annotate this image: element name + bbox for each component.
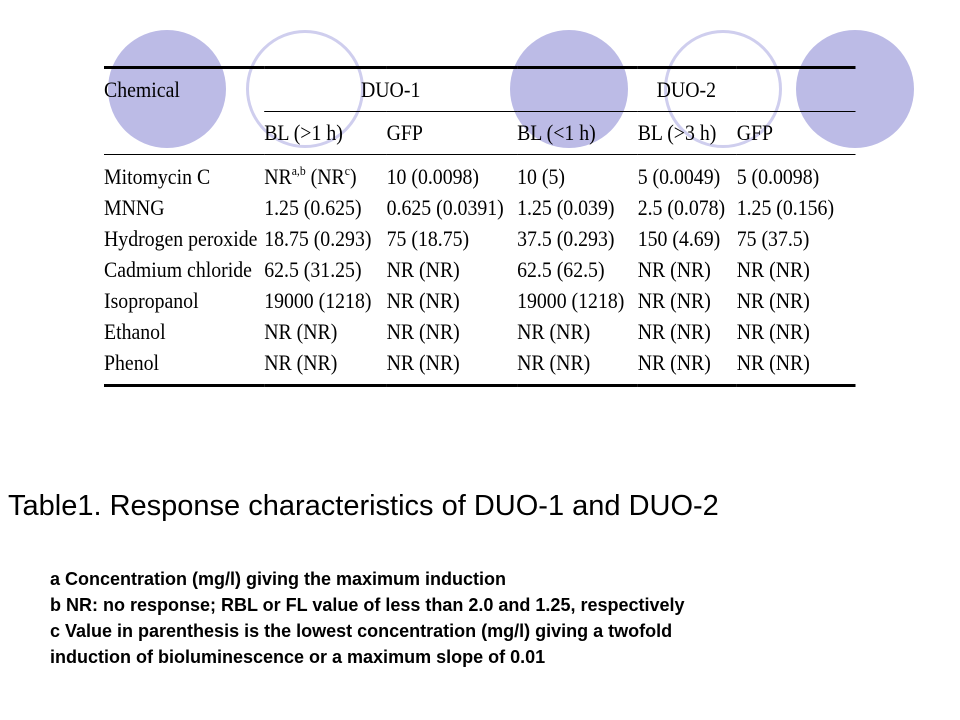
table-cell: NR (NR) — [517, 349, 591, 375]
table-cell: 10 (5) — [517, 163, 565, 189]
header-duo2-bl-short: BL (<1 h) — [517, 120, 596, 145]
cell-text: ) — [349, 163, 357, 189]
table-cell: NR (NR) — [736, 287, 810, 313]
header-spacer — [104, 112, 264, 155]
chemical-name: Isopropanol — [104, 287, 199, 313]
chemical-name: Mitomycin C — [104, 163, 211, 189]
table-cell: 75 (18.75) — [386, 225, 470, 251]
header-chemical: Chemical — [104, 77, 180, 103]
table-cell: 19000 (1218) — [264, 287, 372, 313]
table-cell: NR (NR) — [637, 318, 711, 344]
footnote-c-continued: induction of bioluminescence or a maximu… — [50, 647, 546, 667]
table-cell: 0.625 (0.0391) — [386, 194, 504, 220]
table-cell: NR (NR) — [517, 318, 591, 344]
table-cell: NR (NR) — [386, 287, 460, 313]
footnote-b: b NR: no response; RBL or FL value of le… — [50, 595, 685, 615]
header-duo2-gfp: GFP — [736, 120, 774, 145]
table-cell: 150 (4.69) — [637, 225, 721, 251]
header-duo1-bl: BL (>1 h) — [264, 120, 343, 145]
footnotes: a Concentration (mg/l) giving the maximu… — [50, 566, 930, 670]
table-cell: 62.5 (31.25) — [264, 256, 362, 282]
table-cell: NR (NR) — [386, 256, 460, 282]
table-cell: NR (NR) — [264, 349, 338, 375]
table-cell: NRa,b (NRc) — [264, 155, 386, 193]
footnote-marker: a,b — [291, 162, 306, 178]
table-cell: 2.5 (0.078) — [637, 194, 726, 220]
cell-text: (NR — [305, 163, 345, 189]
decorative-circle-1 — [108, 30, 226, 148]
footnote-marker: c — [344, 162, 350, 178]
results-table: Chemical DUO-1 DUO-2 BL (>1 h) GFP BL (<… — [104, 66, 856, 387]
table-row: Hydrogen peroxide 18.75 (0.293) 75 (18.7… — [104, 223, 856, 254]
table-header-row-groups: Chemical DUO-1 DUO-2 — [104, 67, 856, 112]
footnote-a: a Concentration (mg/l) giving the maximu… — [50, 569, 507, 589]
cell-text: NR — [264, 163, 292, 189]
table-row: Ethanol NR (NR) NR (NR) NR (NR) NR (NR) … — [104, 316, 856, 347]
table-cell: 10 (0.0098) — [386, 163, 479, 189]
table-header-row-conditions: BL (>1 h) GFP BL (<1 h) BL (>3 h) GFP — [104, 112, 856, 155]
header-duo2-bl-long: BL (>3 h) — [637, 120, 717, 145]
footnote-c: c Value in parenthesis is the lowest con… — [50, 621, 673, 641]
table-row: Cadmium chloride 62.5 (31.25) NR (NR) 62… — [104, 254, 856, 285]
table-cell: 1.25 (0.625) — [264, 194, 362, 220]
table-row: Mitomycin C NRa,b (NRc) 10 (0.0098) 10 (… — [104, 155, 856, 193]
chemical-name: Cadmium chloride — [104, 256, 252, 282]
table-cell: 75 (37.5) — [736, 225, 810, 251]
table-cell: 37.5 (0.293) — [517, 225, 615, 251]
table-cell: NR (NR) — [736, 256, 810, 282]
chemical-name: Phenol — [104, 349, 160, 375]
table-cell: NR (NR) — [264, 318, 338, 344]
table-cell: NR (NR) — [386, 349, 460, 375]
chemical-name: Ethanol — [104, 318, 166, 344]
header-duo1-gfp: GFP — [386, 120, 423, 145]
table-cell: 1.25 (0.039) — [517, 194, 615, 220]
table-cell: NR (NR) — [736, 318, 810, 344]
header-group-duo2: DUO-2 — [517, 67, 856, 112]
header-group-duo1: DUO-1 — [264, 67, 518, 112]
table-cell: NR (NR) — [386, 318, 460, 344]
table-cell: NR (NR) — [637, 287, 711, 313]
table-cell: NR (NR) — [736, 349, 810, 375]
table-cell: 5 (0.0098) — [736, 163, 820, 189]
table-cell: 5 (0.0049) — [637, 163, 721, 189]
table-cell: NR (NR) — [637, 256, 711, 282]
table-row: MNNG 1.25 (0.625) 0.625 (0.0391) 1.25 (0… — [104, 192, 856, 223]
table-row: Phenol NR (NR) NR (NR) NR (NR) NR (NR) N… — [104, 347, 856, 386]
chemical-name: Hydrogen peroxide — [104, 225, 258, 251]
table-cell: 19000 (1218) — [517, 287, 625, 313]
table-row: Isopropanol 19000 (1218) NR (NR) 19000 (… — [104, 285, 856, 316]
table-cell: 62.5 (62.5) — [517, 256, 605, 282]
table-cell: NR (NR) — [637, 349, 711, 375]
table-cell: 18.75 (0.293) — [264, 225, 372, 251]
chemical-name: MNNG — [104, 194, 165, 220]
table-caption: Table1. Response characteristics of DUO-… — [8, 490, 719, 522]
table-cell: 1.25 (0.156) — [736, 194, 835, 220]
